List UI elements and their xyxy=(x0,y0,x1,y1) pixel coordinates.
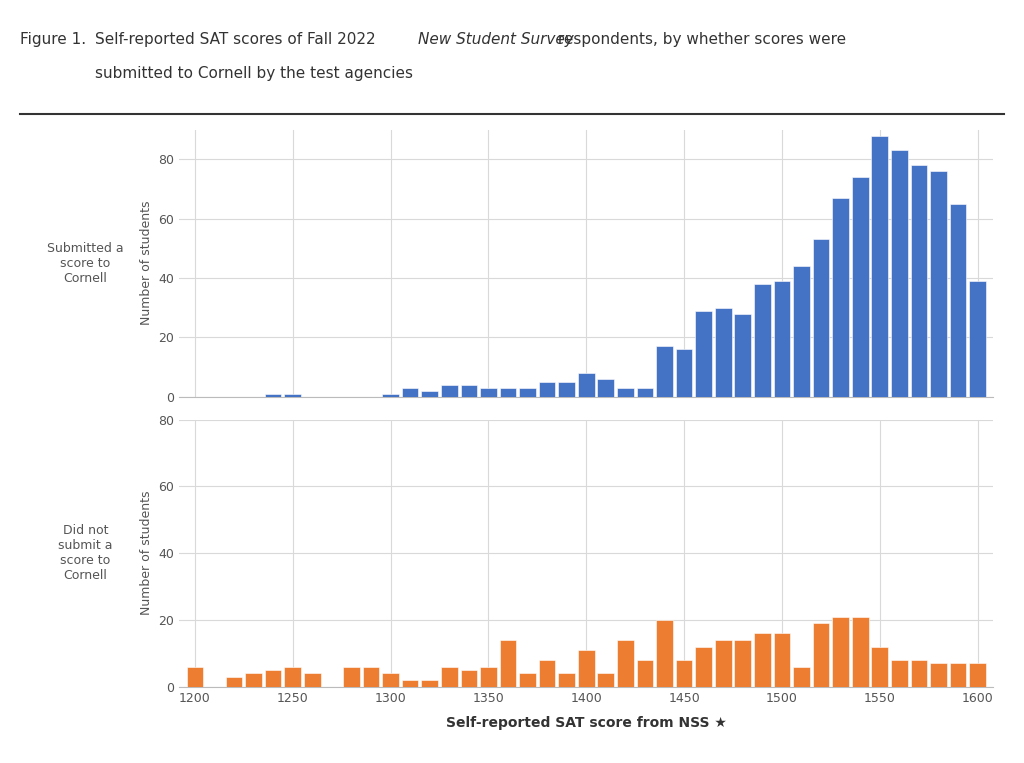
Bar xyxy=(676,660,692,687)
Bar xyxy=(617,388,634,397)
Y-axis label: Number of students: Number of students xyxy=(140,201,153,326)
Bar xyxy=(578,373,595,397)
Bar xyxy=(813,623,829,687)
Bar xyxy=(539,660,555,687)
Bar xyxy=(285,667,301,687)
Bar xyxy=(421,391,438,397)
Bar xyxy=(970,663,986,687)
Text: submitted to Cornell by the test agencies: submitted to Cornell by the test agencie… xyxy=(95,66,414,82)
X-axis label: Self-reported SAT score from NSS ★: Self-reported SAT score from NSS ★ xyxy=(445,716,727,729)
Bar xyxy=(910,660,928,687)
Text: respondents, by whether scores were: respondents, by whether scores were xyxy=(553,32,846,47)
Bar xyxy=(754,633,771,687)
Bar xyxy=(578,650,595,687)
Bar xyxy=(539,382,555,397)
Bar xyxy=(441,385,458,397)
Bar xyxy=(304,673,321,687)
Bar xyxy=(461,385,477,397)
Bar xyxy=(930,663,947,687)
Bar xyxy=(695,647,712,687)
Bar xyxy=(695,311,712,397)
Bar xyxy=(871,647,888,687)
Bar xyxy=(891,660,907,687)
Bar xyxy=(186,667,203,687)
Bar xyxy=(715,307,731,397)
Bar xyxy=(970,281,986,397)
Bar xyxy=(519,388,536,397)
Bar xyxy=(734,640,752,687)
Bar xyxy=(362,667,379,687)
Bar xyxy=(734,314,752,397)
Bar xyxy=(265,670,282,687)
Bar xyxy=(656,346,673,397)
Bar xyxy=(245,673,262,687)
Bar xyxy=(833,198,849,397)
Bar xyxy=(225,677,243,687)
Bar xyxy=(852,617,868,687)
Bar xyxy=(637,660,653,687)
Bar xyxy=(949,663,967,687)
Bar xyxy=(558,382,575,397)
Bar xyxy=(794,667,810,687)
Bar xyxy=(382,394,399,397)
Bar xyxy=(813,240,829,397)
Text: New Student Survey: New Student Survey xyxy=(418,32,573,47)
Bar xyxy=(794,266,810,397)
Bar xyxy=(597,379,614,397)
Bar xyxy=(617,640,634,687)
Bar xyxy=(930,171,947,397)
Bar xyxy=(891,150,907,397)
Bar xyxy=(910,166,928,397)
Bar xyxy=(480,388,497,397)
Bar xyxy=(656,620,673,687)
Bar xyxy=(597,673,614,687)
Bar xyxy=(754,284,771,397)
Bar xyxy=(285,394,301,397)
Bar xyxy=(401,680,419,687)
Bar xyxy=(949,204,967,397)
Text: Self-reported SAT scores of Fall 2022: Self-reported SAT scores of Fall 2022 xyxy=(95,32,381,47)
Bar xyxy=(343,667,359,687)
Text: Did not
submit a
score to
Cornell: Did not submit a score to Cornell xyxy=(58,524,113,582)
Bar xyxy=(480,667,497,687)
Bar xyxy=(558,673,575,687)
Bar xyxy=(421,680,438,687)
Bar xyxy=(519,673,536,687)
Bar xyxy=(715,640,731,687)
Bar xyxy=(773,633,791,687)
Bar xyxy=(461,670,477,687)
Y-axis label: Number of students: Number of students xyxy=(140,491,153,616)
Bar xyxy=(401,388,419,397)
Bar xyxy=(500,640,516,687)
Bar xyxy=(852,177,868,397)
Bar xyxy=(500,388,516,397)
Bar xyxy=(265,394,282,397)
Bar xyxy=(637,388,653,397)
Text: Figure 1.: Figure 1. xyxy=(20,32,87,47)
Bar xyxy=(676,349,692,397)
Text: Submitted a
score to
Cornell: Submitted a score to Cornell xyxy=(47,242,124,285)
Bar xyxy=(382,673,399,687)
Bar xyxy=(833,617,849,687)
Bar xyxy=(773,281,791,397)
Bar xyxy=(441,667,458,687)
Bar xyxy=(871,136,888,397)
